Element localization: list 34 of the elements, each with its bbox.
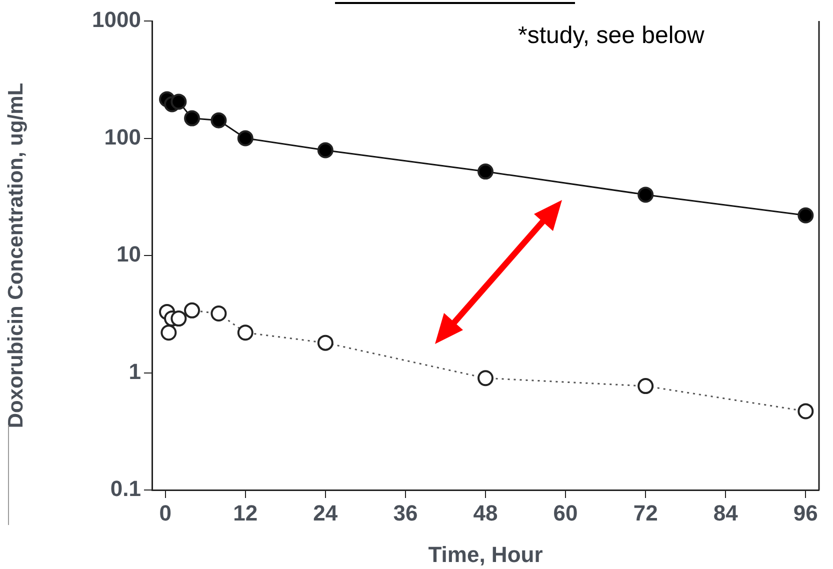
point: [237, 130, 254, 146]
y-axis-title: Doxorubicin Concentration, ug/mL: [4, 82, 28, 428]
x-tick-label: 60: [553, 500, 578, 526]
point: [638, 378, 654, 394]
x-tick-label: 36: [393, 500, 418, 526]
point: [210, 112, 227, 128]
x-tick-label: 84: [713, 500, 739, 526]
y-tick-label: 0.1: [110, 476, 141, 502]
x-tick-label: 0: [159, 500, 172, 526]
point: [798, 403, 814, 420]
y-tick-label: 1000: [92, 7, 141, 32]
x-axis-title: Time, Hour: [428, 542, 544, 567]
x-tick-label: 72: [633, 500, 658, 526]
point: [170, 94, 187, 110]
point: [798, 207, 814, 224]
point: [638, 186, 654, 203]
point: [237, 324, 254, 341]
point: [317, 334, 334, 351]
y-tick-label: 100: [104, 124, 141, 150]
point: [478, 164, 494, 180]
y-tick-label: 1: [128, 358, 141, 384]
x-tick-label: 12: [233, 500, 258, 526]
point: [170, 310, 187, 327]
y-tick-label: 10: [116, 242, 141, 267]
x-tick-label: 96: [793, 500, 818, 526]
point: [317, 142, 334, 158]
point: [478, 370, 494, 386]
annotation: *study, see below: [518, 22, 706, 50]
point: [160, 324, 177, 341]
point: [184, 110, 200, 126]
x-tick-label: 24: [313, 500, 338, 526]
x-tick-label: 48: [473, 500, 498, 526]
point: [184, 302, 200, 318]
point: [210, 306, 227, 322]
